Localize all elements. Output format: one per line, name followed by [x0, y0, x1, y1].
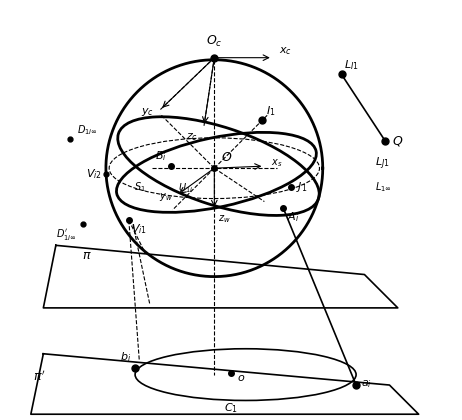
Text: $V_{i1}$: $V_{i1}$ — [131, 223, 147, 236]
Text: $L_{I1}$: $L_{I1}$ — [344, 58, 359, 72]
Text: $x_s$: $x_s$ — [271, 157, 282, 169]
Text: $x_c$: $x_c$ — [279, 45, 292, 57]
Text: $L_{1\infty}$: $L_{1\infty}$ — [375, 180, 392, 194]
Text: $C_1$: $C_1$ — [224, 401, 238, 415]
Text: $Q$: $Q$ — [392, 134, 403, 148]
Text: $\pi$: $\pi$ — [82, 249, 92, 262]
Text: $b_i$: $b_i$ — [120, 350, 131, 364]
Text: $B_i$: $B_i$ — [155, 149, 166, 163]
Text: $S_1$: $S_1$ — [134, 180, 146, 194]
Text: $V_{i2}$: $V_{i2}$ — [86, 168, 102, 181]
Text: $y_w$: $y_w$ — [159, 191, 173, 202]
Text: $I_1$: $I_1$ — [267, 104, 276, 118]
Text: $O_c$: $O_c$ — [206, 34, 223, 49]
Text: $D_{1i\infty}$: $D_{1i\infty}$ — [77, 123, 97, 137]
Text: $O$: $O$ — [220, 151, 232, 164]
Text: $o$: $o$ — [237, 373, 245, 383]
Text: $J_1$: $J_1$ — [296, 180, 307, 194]
Text: $U_{1i}$: $U_{1i}$ — [178, 181, 194, 194]
Text: $\pi'$: $\pi'$ — [33, 370, 45, 384]
Text: $z_w$: $z_w$ — [218, 213, 231, 225]
Text: $z_c$: $z_c$ — [186, 131, 198, 143]
Text: $L_{J1}$: $L_{J1}$ — [375, 156, 389, 172]
Text: $A_i$: $A_i$ — [287, 210, 300, 224]
Text: $y_c$: $y_c$ — [141, 106, 154, 118]
Text: $a_i$: $a_i$ — [361, 378, 372, 390]
Text: $D_{1i\infty}'$: $D_{1i\infty}'$ — [56, 226, 77, 242]
